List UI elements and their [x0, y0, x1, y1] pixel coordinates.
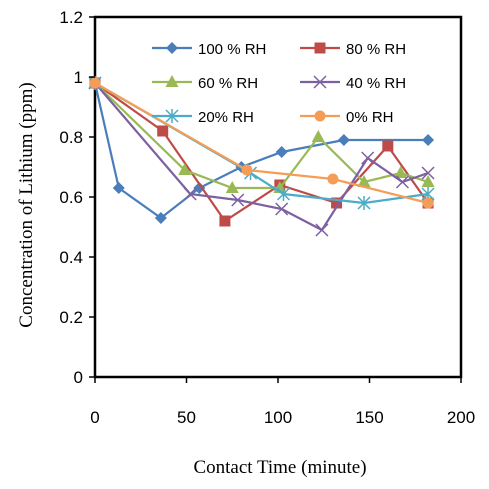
y-tick-label: 0.6	[59, 188, 83, 207]
y-tick-label: 1.2	[59, 8, 83, 27]
data-point-x	[313, 75, 327, 89]
data-point-circle	[327, 173, 339, 185]
y-tick-label: 0.2	[59, 308, 83, 327]
y-tick-label: 0.8	[59, 128, 83, 147]
series-5	[89, 77, 434, 209]
x-axis-title: Contact Time (minute)	[193, 457, 366, 478]
x-tick-label: 100	[264, 408, 292, 427]
series-line	[94, 82, 429, 205]
data-point-x	[421, 166, 435, 180]
data-point-square	[219, 215, 231, 227]
legend-item: 40 % RH	[300, 75, 406, 92]
data-point-x	[231, 193, 245, 207]
data-point-square	[331, 197, 343, 209]
data-point-square	[157, 125, 169, 137]
data-point-circle	[89, 77, 101, 89]
x-tick-label: 150	[355, 408, 383, 427]
y-tick-label: 0	[74, 368, 83, 387]
series-3	[88, 76, 435, 237]
legend-item: 0% RH	[300, 109, 394, 126]
data-point-diamond	[193, 182, 206, 194]
legend-label: 20% RH	[198, 109, 254, 126]
x-tick-label: 200	[447, 408, 475, 427]
data-point-circle	[314, 110, 326, 122]
data-point-diamond	[112, 182, 125, 194]
data-point-circle	[241, 164, 253, 176]
legend-label: 80 % RH	[346, 41, 406, 58]
data-point-diamond	[275, 146, 288, 158]
legend-item: 60 % RH	[152, 75, 258, 92]
legend-label: 60 % RH	[198, 75, 258, 92]
data-point-star	[165, 109, 179, 123]
data-point-diamond	[422, 134, 435, 146]
series-line	[94, 82, 429, 232]
legend-item: 100 % RH	[152, 41, 266, 58]
series-line	[94, 82, 429, 190]
data-point-triangle	[178, 163, 192, 175]
data-point-star	[276, 187, 291, 201]
legend-label: 40 % RH	[346, 75, 406, 92]
data-point-triangle	[311, 130, 325, 142]
legend-item: 20% RH	[152, 109, 254, 126]
legend-item: 80 % RH	[300, 41, 406, 58]
y-tick-label: 1	[74, 68, 83, 87]
y-tick-label: 0.4	[59, 248, 83, 267]
data-point-square	[314, 42, 326, 54]
y-axis-title: Concentration of Lithium (ppm)	[16, 82, 37, 327]
data-point-diamond	[166, 42, 178, 54]
data-point-triangle	[421, 175, 435, 187]
legend-label: 0% RH	[346, 109, 394, 126]
data-point-diamond	[337, 134, 350, 146]
x-tick-label: 50	[177, 408, 196, 427]
data-point-triangle	[225, 181, 239, 193]
data-point-x	[183, 187, 197, 201]
data-point-x	[275, 202, 289, 216]
series-line	[94, 82, 429, 205]
data-point-x	[395, 175, 409, 189]
data-point-x	[361, 151, 375, 165]
data-point-x	[315, 223, 329, 237]
x-tick-label: 0	[90, 408, 99, 427]
data-point-triangle	[394, 166, 408, 178]
legend-label: 100 % RH	[198, 41, 266, 58]
data-point-square	[382, 140, 394, 152]
series-line	[93, 82, 429, 220]
data-point-triangle	[357, 175, 371, 187]
data-point-diamond	[154, 212, 167, 224]
data-point-star	[357, 196, 371, 210]
series-0	[89, 77, 435, 224]
data-point-circle	[422, 197, 434, 209]
data-point-triangle	[165, 75, 179, 87]
